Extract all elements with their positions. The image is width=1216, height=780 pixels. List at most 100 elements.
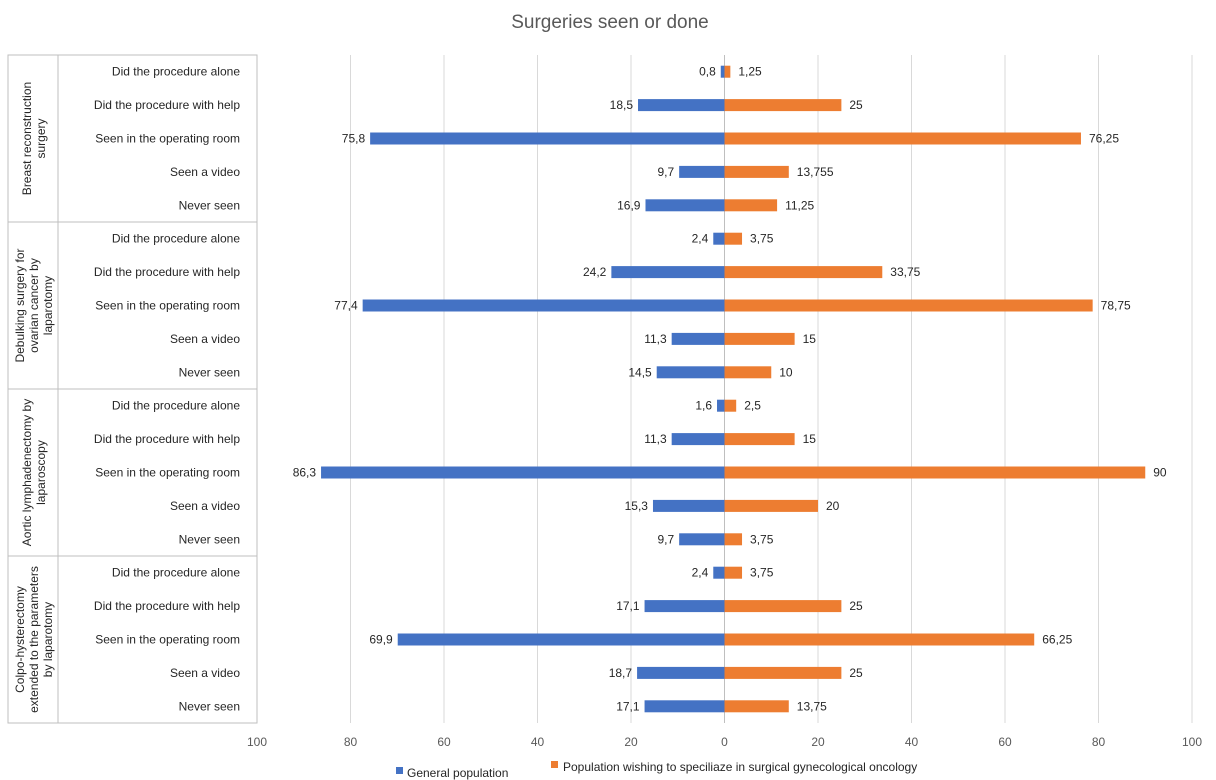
value-label-right: 10 xyxy=(779,365,793,379)
bar-general-population xyxy=(656,366,725,379)
value-label-left: 17,1 xyxy=(616,599,640,613)
value-label-right: 15 xyxy=(803,332,817,346)
bar-general-population xyxy=(611,266,725,279)
bar-general-population xyxy=(679,165,725,178)
category-label: Did the procedure alone xyxy=(112,65,240,79)
group-label-line: laparotomy xyxy=(41,276,55,335)
bar-speciliaze-population xyxy=(724,499,818,512)
value-label-left: 75,8 xyxy=(342,132,366,146)
group-label-line: Aortic lymphadenectomy by xyxy=(20,399,34,546)
x-tick-label: 60 xyxy=(998,735,1012,749)
category-label: Seen in the operating room xyxy=(95,132,240,146)
x-tick-label: 80 xyxy=(344,735,358,749)
value-label-right: 78,75 xyxy=(1101,299,1131,313)
legend-label-general: General population xyxy=(407,766,508,780)
category-label: Did the procedure with help xyxy=(94,599,240,613)
value-label-left: 24,2 xyxy=(583,265,607,279)
legend-swatch-general xyxy=(396,767,403,774)
category-label: Never seen xyxy=(179,699,240,713)
value-label-left: 2,4 xyxy=(692,566,709,580)
group-label: Breast reconstructionsurgery xyxy=(20,82,48,195)
x-tick-label: 80 xyxy=(1092,735,1106,749)
bar-general-population xyxy=(637,666,725,679)
group-label-column: Breast reconstructionsurgery Debulking su… xyxy=(7,54,258,724)
bar-speciliaze-population xyxy=(724,666,842,679)
bar-speciliaze-population xyxy=(724,533,743,546)
value-label-right: 13,755 xyxy=(797,165,834,179)
value-label-right: 13,75 xyxy=(797,699,827,713)
value-label-right: 3,75 xyxy=(750,232,774,246)
group-box xyxy=(7,555,258,724)
group-label: Colpo-hysterectomyextended to the parame… xyxy=(13,566,55,713)
category-label: Seen in the operating room xyxy=(95,299,240,313)
bar-speciliaze-population xyxy=(724,600,842,613)
x-tick-label: 20 xyxy=(811,735,825,749)
value-label-left: 9,7 xyxy=(657,532,674,546)
bar-general-population xyxy=(713,566,725,579)
bar-general-population xyxy=(638,99,725,112)
category-label: Did the procedure with help xyxy=(94,98,240,112)
bar-speciliaze-population xyxy=(724,299,1093,312)
bar-general-population xyxy=(645,199,725,212)
category-label: Seen a video xyxy=(170,499,240,513)
value-label-right: 25 xyxy=(849,666,863,680)
bar-speciliaze-population xyxy=(724,266,883,279)
bar-general-population xyxy=(397,633,725,646)
bar-speciliaze-population xyxy=(724,399,737,412)
bar-general-population xyxy=(644,700,725,713)
bar-general-population xyxy=(652,499,725,512)
group-label-line: ovarian cancer by xyxy=(27,258,41,353)
value-label-right: 33,75 xyxy=(890,265,920,279)
value-label-right: 90 xyxy=(1153,466,1167,480)
category-label: Did the procedure alone xyxy=(112,566,240,580)
value-label-left: 14,5 xyxy=(628,365,652,379)
value-label-left: 18,5 xyxy=(610,98,634,112)
category-label: Seen a video xyxy=(170,165,240,179)
value-label-right: 20 xyxy=(826,499,840,513)
bar-general-population xyxy=(370,132,725,145)
x-tick-label: 0 xyxy=(721,735,728,749)
value-label-right: 2,5 xyxy=(744,399,761,413)
value-label-left: 77,4 xyxy=(334,299,358,313)
bar-speciliaze-population xyxy=(724,199,778,212)
bar-speciliaze-population xyxy=(724,132,1081,145)
category-label: Never seen xyxy=(179,365,240,379)
bar-speciliaze-population xyxy=(724,332,795,345)
gridlines xyxy=(256,55,1193,723)
category-label: Never seen xyxy=(179,532,240,546)
legend-swatch-specialize xyxy=(551,761,558,768)
bar-general-population xyxy=(644,600,725,613)
legend-label-specialize: Population wishing to speciliaze in surg… xyxy=(563,760,917,774)
x-tick-label: 100 xyxy=(1182,735,1202,749)
group-label-line: Breast reconstruction xyxy=(20,82,34,195)
bar-speciliaze-population xyxy=(724,232,743,245)
bar-speciliaze-population xyxy=(724,466,1146,479)
x-axis-ticks: 100 80 60 40 20 0 20 40 60 80 100 xyxy=(247,735,1202,749)
value-label-left: 9,7 xyxy=(657,165,674,179)
value-label-left: 69,9 xyxy=(369,633,393,647)
bar-speciliaze-population xyxy=(724,433,795,446)
bar-speciliaze-population xyxy=(724,566,743,579)
value-label-left: 11,3 xyxy=(644,332,667,346)
value-label-right: 3,75 xyxy=(750,532,774,546)
category-label: Seen in the operating room xyxy=(95,633,240,647)
category-label: Seen a video xyxy=(170,332,240,346)
category-label: Never seen xyxy=(179,198,240,212)
group-label-line: surgery xyxy=(34,118,48,158)
value-label-right: 76,25 xyxy=(1089,132,1119,146)
bar-speciliaze-population xyxy=(724,633,1035,646)
bar-general-population xyxy=(713,232,725,245)
bar-speciliaze-population xyxy=(724,700,789,713)
x-tick-label: 60 xyxy=(437,735,451,749)
category-label: Did the procedure alone xyxy=(112,399,240,413)
bar-general-population xyxy=(362,299,725,312)
value-label-left: 1,6 xyxy=(695,399,712,413)
category-label: Seen a video xyxy=(170,666,240,680)
category-label: Did the procedure with help xyxy=(94,432,240,446)
group-label-line: Colpo-hysterectomy xyxy=(13,586,27,693)
group-label-line: by laparotomy xyxy=(41,602,55,677)
value-label-right: 15 xyxy=(803,432,817,446)
category-label: Seen in the operating room xyxy=(95,466,240,480)
group-label-line: Debulking surgery for xyxy=(13,248,27,362)
